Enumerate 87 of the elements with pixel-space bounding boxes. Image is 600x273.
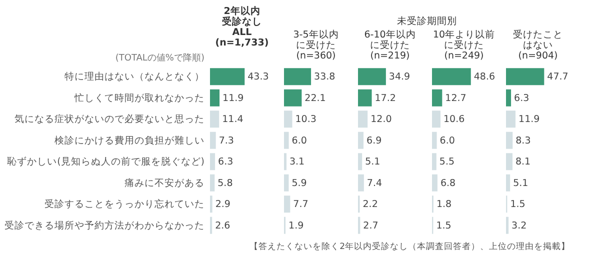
data-label: 5.1 xyxy=(513,178,528,189)
data-label: 8.3 xyxy=(516,135,531,146)
data-label: 6.0 xyxy=(440,135,455,146)
bar xyxy=(284,89,302,106)
data-label: 8.1 xyxy=(515,156,531,168)
text: 未受診期間別 xyxy=(397,15,457,27)
bar xyxy=(506,132,513,149)
data-label: 22.1 xyxy=(304,92,326,104)
bar xyxy=(506,68,544,86)
bar xyxy=(358,153,362,170)
data-label: 2.6 xyxy=(215,220,230,232)
bar xyxy=(432,89,442,106)
data-label: 6.8 xyxy=(440,178,456,189)
data-label: 2.2 xyxy=(362,199,378,210)
bar xyxy=(284,132,289,149)
chart-title: 10年より以前に受けた(n=249) xyxy=(432,28,496,62)
bar xyxy=(284,68,312,86)
data-label: 48.6 xyxy=(474,72,496,83)
data-label: 2.7 xyxy=(363,220,378,232)
data-label: 6.3 xyxy=(218,156,234,168)
bar xyxy=(506,89,512,106)
text: 【答えたくないを除く2年以内受診なし（本調査回答者）、上位の理由を掲載】 xyxy=(250,241,570,252)
data-label: 10.3 xyxy=(295,114,316,126)
data-label: 3.2 xyxy=(512,220,527,232)
data-label: 17.2 xyxy=(374,92,396,104)
bar xyxy=(358,68,386,86)
bar xyxy=(506,216,509,234)
bar xyxy=(432,68,471,86)
chart-title: 6-10年以内に受けた(n=219) xyxy=(364,28,416,62)
y-tick-label: 特に理由はない（なんとなく） xyxy=(64,70,204,83)
y-tick-label: 痛みに不安がある xyxy=(124,176,204,189)
chart-title: 2年以内受診なしALL(n=1,733) xyxy=(215,5,269,48)
data-label: 10.6 xyxy=(443,114,465,126)
data-label: 2.9 xyxy=(215,199,230,210)
data-label: 1.8 xyxy=(436,199,452,210)
y-tick-label: 受診できる場所や予約方法がわからなかった xyxy=(4,219,204,232)
bar xyxy=(506,174,510,192)
data-label: 7.7 xyxy=(293,199,308,210)
data-label: 11.9 xyxy=(518,114,540,126)
data-label: 6.3 xyxy=(514,92,530,104)
data-label: 5.9 xyxy=(292,178,307,189)
data-label: 1.5 xyxy=(436,220,452,232)
bar xyxy=(210,174,215,192)
bar xyxy=(210,68,245,86)
data-label: 43.3 xyxy=(248,72,269,83)
data-label: 7.4 xyxy=(366,178,382,189)
chart-title: 受けたことはない(n=904) xyxy=(513,28,563,62)
data-label: 1.5 xyxy=(510,199,526,210)
y-tick-label: 気になる症状がないので必要ないと思った xyxy=(14,113,204,126)
data-label: 6.9 xyxy=(366,135,382,146)
bar xyxy=(210,89,220,106)
bar xyxy=(506,153,512,170)
data-label: 6.0 xyxy=(292,135,307,146)
chart-title: 3-5年以内に受けた(n=360) xyxy=(293,28,339,62)
data-label: 11.9 xyxy=(222,92,244,104)
data-label: 5.1 xyxy=(365,156,380,168)
bar xyxy=(210,110,220,128)
bar xyxy=(358,110,368,128)
y-tick-label: 忙しくて時間が取れなかった xyxy=(74,92,204,104)
bar xyxy=(358,132,364,149)
bar xyxy=(284,110,292,128)
data-label: 47.7 xyxy=(547,72,568,83)
bar xyxy=(210,132,216,149)
data-label: 5.8 xyxy=(218,178,233,189)
data-label: 7.3 xyxy=(218,135,234,146)
data-label: 11.4 xyxy=(222,114,244,126)
bar xyxy=(358,174,364,192)
data-label: 12.7 xyxy=(445,92,466,104)
bar xyxy=(284,196,290,213)
bar xyxy=(284,174,289,192)
bar xyxy=(432,110,440,128)
y-tick-label: 検診にかける費用の負担が難しい xyxy=(54,134,204,146)
bar xyxy=(210,153,216,170)
bar xyxy=(358,89,372,106)
data-label: 34.9 xyxy=(388,72,410,83)
data-label: 5.5 xyxy=(439,156,455,168)
data-label: 12.0 xyxy=(370,114,392,126)
bar xyxy=(432,174,438,192)
data-label: 3.1 xyxy=(289,156,305,168)
bar xyxy=(506,110,516,128)
text: (TOTALの値%で降順) xyxy=(115,52,204,64)
y-tick-label: 受診することをうっかり忘れていた xyxy=(44,198,204,210)
data-label: 33.8 xyxy=(314,72,336,83)
y-tick-label: 恥ずかしい(見知らぬ人の前で服を脱ぐなど) xyxy=(7,156,204,168)
data-label: 1.9 xyxy=(288,220,304,232)
bar xyxy=(432,132,437,149)
bar xyxy=(432,153,436,170)
